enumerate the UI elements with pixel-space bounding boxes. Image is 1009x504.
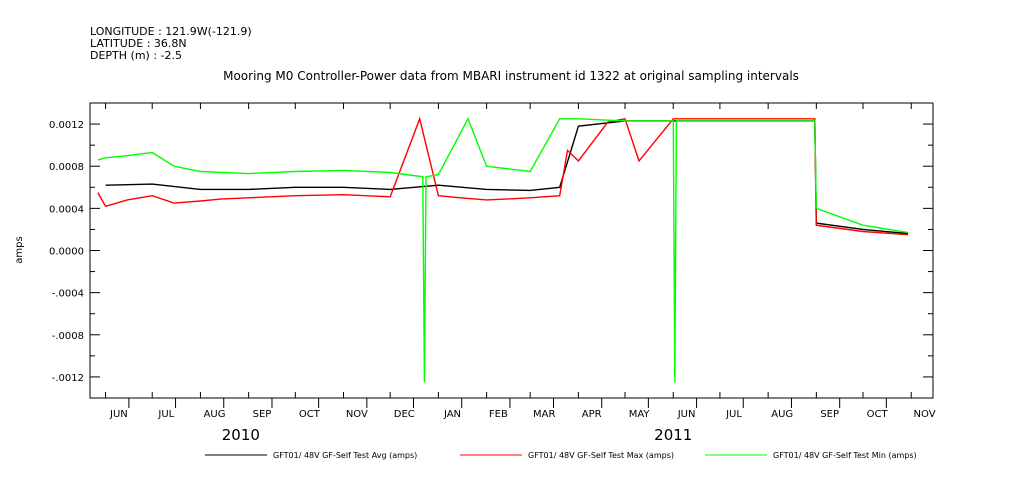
x-tick-label: JUN xyxy=(109,409,128,420)
x-tick-label: SEP xyxy=(820,409,839,420)
series-layer xyxy=(97,116,909,383)
latitude-label: LATITUDE : 36.8N xyxy=(90,37,187,50)
x-axis: JUN JUL AUG SEP OCT NOV DEC JAN FEB MAR APR MAY JUN J… xyxy=(105,103,936,444)
legend-label: GFT01/ 48V GF-Self Test Min (amps) xyxy=(773,451,917,460)
y-tick-label: 0.0000 xyxy=(49,247,84,258)
y-tick-label: 0.0008 xyxy=(49,162,84,173)
chart-title: Mooring M0 Controller-Power data from MB… xyxy=(223,69,799,83)
y-tick-label: -.0004 xyxy=(52,289,84,300)
plot-frame xyxy=(89,102,934,399)
x-tick-label: AUG xyxy=(771,409,793,420)
depth-label: DEPTH (m) : -2.5 xyxy=(90,49,182,62)
x-tick-label: APR xyxy=(582,409,602,420)
y-tick-label: 0.0004 xyxy=(49,204,84,215)
legend-label: GFT01/ 48V GF-Self Test Max (amps) xyxy=(528,451,674,460)
x-tick-label: NOV xyxy=(914,409,936,420)
x-tick-label: JUL xyxy=(725,409,742,420)
y-axis-label: amps xyxy=(14,236,25,263)
legend: GFT01/ 48V GF-Self Test Avg (amps) GFT01/… xyxy=(205,451,917,460)
y-tick-label: -.0008 xyxy=(52,331,84,342)
longitude-label: LONGITUDE : 121.9W(-121.9) xyxy=(90,25,252,38)
series-line-0 xyxy=(105,120,909,235)
x-tick-label: MAR xyxy=(533,409,555,420)
y-axis: 0.0012 0.0008 0.0004 0.0000 -.0004 -.0008 -.00… xyxy=(49,120,933,384)
x-tick-label: OCT xyxy=(299,409,321,420)
x-tick-label: JUL xyxy=(157,409,174,420)
x-tick-label: NOV xyxy=(346,409,368,420)
year-label: 2010 xyxy=(222,426,260,444)
x-tick-label: JAN xyxy=(443,409,461,420)
series-line-1 xyxy=(97,116,909,236)
x-tick-label: FEB xyxy=(489,409,508,420)
year-label: 2011 xyxy=(654,426,692,444)
x-tick-label: DEC xyxy=(394,409,415,420)
x-tick-label: AUG xyxy=(204,409,226,420)
x-tick-label: SEP xyxy=(253,409,272,420)
y-tick-label: 0.0012 xyxy=(49,120,84,131)
x-tick-label: OCT xyxy=(867,409,889,420)
series-line-2 xyxy=(97,117,909,383)
x-tick-label: JUN xyxy=(677,409,696,420)
x-tick-label: MAY xyxy=(629,409,651,420)
y-tick-label: -.0012 xyxy=(52,373,84,384)
legend-label: GFT01/ 48V GF-Self Test Avg (amps) xyxy=(273,451,417,460)
